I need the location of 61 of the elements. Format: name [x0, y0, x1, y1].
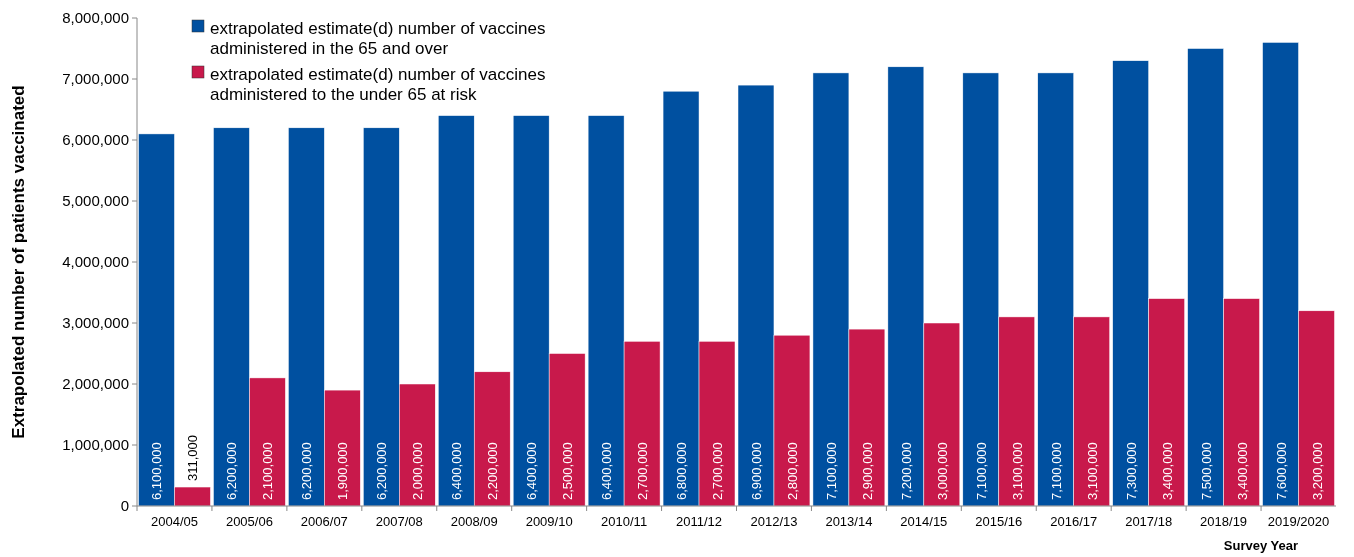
data-label: 6,400,000: [599, 442, 615, 500]
x-tick-label: 2004/05: [150, 514, 198, 529]
data-label: 2,900,000: [859, 442, 875, 500]
legend-label: extrapolated estimate(d) number of vaccines administered in the 65 and over: [210, 18, 546, 58]
data-label: 2,700,000: [710, 442, 726, 500]
x-tick-label: 2007/08: [375, 514, 423, 529]
data-label: 6,900,000: [748, 442, 764, 500]
data-label: 3,000,000: [934, 442, 950, 500]
x-tick-label: 2008/09: [450, 514, 498, 529]
data-label: 7,100,000: [1048, 442, 1064, 500]
y-tick-label: 7,000,000: [62, 70, 129, 88]
data-label: 2,100,000: [260, 442, 276, 500]
y-tick-label: 0: [120, 497, 129, 515]
x-tick-label: 2010/11: [601, 514, 648, 529]
data-label: 3,400,000: [1234, 442, 1250, 500]
data-label: 6,200,000: [224, 442, 240, 500]
x-tick-label: 2016/17: [1050, 514, 1098, 529]
data-label: 3,200,000: [1309, 442, 1325, 500]
data-label: 2,500,000: [560, 442, 576, 500]
data-label: 3,100,000: [1084, 442, 1100, 500]
y-tick-label: 2,000,000: [62, 375, 129, 393]
x-tick-label: 2011/12: [676, 514, 723, 529]
data-label: 6,200,000: [299, 442, 315, 500]
data-label: 2,000,000: [410, 442, 426, 500]
x-tick-label: 2014/15: [900, 514, 948, 529]
data-label: 2,200,000: [485, 442, 501, 500]
data-label: 6,400,000: [524, 442, 540, 500]
x-tick-label: 2017/18: [1125, 514, 1173, 529]
x-tick-label: 2006/07: [300, 514, 348, 529]
x-tick-label: 2013/14: [825, 514, 873, 529]
y-tick-label: 8,000,000: [62, 9, 129, 27]
data-label: 6,800,000: [674, 442, 690, 500]
y-tick-label: 5,000,000: [62, 192, 129, 210]
x-tick-label: 2009/10: [525, 514, 573, 529]
data-label: 3,100,000: [1009, 442, 1025, 500]
data-label: 6,100,000: [149, 442, 165, 500]
y-tick-label: 1,000,000: [62, 436, 129, 454]
data-label: 3,400,000: [1159, 442, 1175, 500]
x-tick-label: 2005/06: [225, 514, 273, 529]
legend-label: extrapolated estimate(d) number of vaccines administered to the under 65 at risk: [210, 64, 546, 104]
data-label: 311,000: [185, 435, 201, 482]
data-label: 7,200,000: [898, 442, 914, 500]
x-tick-label: 2015/16: [975, 514, 1023, 529]
y-tick-label: 3,000,000: [62, 314, 129, 332]
y-tick-label: 6,000,000: [62, 131, 129, 149]
x-tick-label: 2012/13: [750, 514, 798, 529]
data-label: 2,700,000: [635, 442, 651, 500]
data-label: 2,800,000: [784, 442, 800, 500]
x-axis-title: Survey Year: [1223, 538, 1298, 553]
data-label: 6,200,000: [374, 442, 390, 500]
data-label: 1,900,000: [335, 442, 351, 500]
data-label: 6,400,000: [449, 442, 465, 500]
y-tick-label: 4,000,000: [62, 253, 129, 271]
data-label: 7,100,000: [973, 442, 989, 500]
x-tick-label: 2018/19: [1200, 514, 1248, 529]
data-label: 7,100,000: [823, 442, 839, 500]
data-label: 7,500,000: [1198, 442, 1214, 500]
x-tick-label: 2019/2020: [1267, 514, 1330, 529]
y-axis-title: Extrapolated number of patients vaccinated: [9, 85, 28, 439]
data-label: 7,300,000: [1123, 442, 1139, 500]
data-label: 7,600,000: [1273, 442, 1289, 500]
